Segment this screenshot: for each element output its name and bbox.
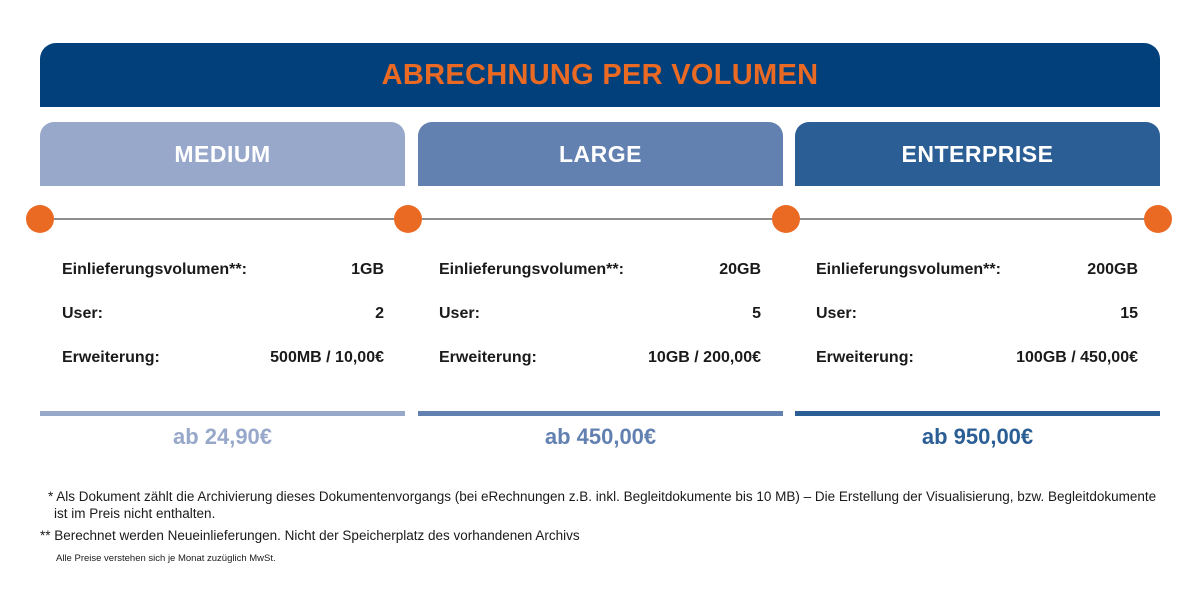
detail-value: 100GB / 450,00€ xyxy=(1016,349,1138,366)
detail-label: Erweiterung: xyxy=(62,349,160,366)
timeline-line xyxy=(40,218,1160,220)
price-divider-medium xyxy=(40,411,405,416)
detail-label: User: xyxy=(816,305,857,322)
price-divider-large xyxy=(418,411,783,416)
detail-value: 1GB xyxy=(351,261,384,278)
detail-row: User: 15 xyxy=(816,302,1138,346)
detail-value: 200GB xyxy=(1087,261,1138,278)
detail-label: Erweiterung: xyxy=(439,349,537,366)
timeline-dot xyxy=(1144,205,1172,233)
detail-label: Einlieferungsvolumen**: xyxy=(439,261,624,278)
footnote-double-star: ** Berechnet werden Neueinlieferungen. N… xyxy=(40,528,580,543)
detail-value: 2 xyxy=(375,305,384,322)
detail-label: Einlieferungsvolumen**: xyxy=(62,261,247,278)
detail-label: Einlieferungsvolumen**: xyxy=(816,261,1001,278)
detail-row: Erweiterung: 500MB / 10,00€ xyxy=(62,346,384,390)
title-banner: ABRECHNUNG PER VOLUMEN xyxy=(40,43,1160,107)
footnote-vat: Alle Preise verstehen sich je Monat zuzü… xyxy=(56,553,276,564)
detail-row: Einlieferungsvolumen**: 1GB xyxy=(62,258,384,302)
plan-details-medium: Einlieferungsvolumen**: 1GB User: 2 Erwe… xyxy=(62,258,384,390)
price-medium: ab 24,90€ xyxy=(172,424,273,449)
timeline-dot xyxy=(394,205,422,233)
tab-medium: MEDIUM xyxy=(40,122,405,186)
detail-row: User: 5 xyxy=(439,302,761,346)
detail-value: 5 xyxy=(752,305,761,322)
tab-enterprise: ENTERPRISE xyxy=(795,122,1160,186)
price-divider-enterprise xyxy=(795,411,1160,416)
detail-row: User: 2 xyxy=(62,302,384,346)
detail-label: Erweiterung: xyxy=(816,349,914,366)
detail-value: 15 xyxy=(1120,305,1138,322)
detail-row: Erweiterung: 10GB / 200,00€ xyxy=(439,346,761,390)
price-large: ab 450,00€ xyxy=(544,424,657,449)
plan-details-enterprise: Einlieferungsvolumen**: 200GB User: 15 E… xyxy=(816,258,1138,390)
timeline-dot xyxy=(772,205,800,233)
detail-row: Einlieferungsvolumen**: 200GB xyxy=(816,258,1138,302)
page-title: ABRECHNUNG PER VOLUMEN xyxy=(381,58,819,91)
plan-name-medium: MEDIUM xyxy=(174,140,271,167)
detail-row: Einlieferungsvolumen**: 20GB xyxy=(439,258,761,302)
detail-label: User: xyxy=(439,305,480,322)
plan-name-large: LARGE xyxy=(559,140,642,167)
detail-label: User: xyxy=(62,305,103,322)
plan-details-large: Einlieferungsvolumen**: 20GB User: 5 Erw… xyxy=(439,258,761,390)
detail-row: Erweiterung: 100GB / 450,00€ xyxy=(816,346,1138,390)
footnote-single-star: * Als Dokument zählt die Archivierung di… xyxy=(48,489,1157,521)
detail-value: 20GB xyxy=(719,261,761,278)
tab-large: LARGE xyxy=(418,122,783,186)
detail-value: 10GB / 200,00€ xyxy=(648,349,761,366)
timeline-dot xyxy=(26,205,54,233)
detail-value: 500MB / 10,00€ xyxy=(270,349,384,366)
price-enterprise: ab 950,00€ xyxy=(921,424,1034,449)
plan-name-enterprise: ENTERPRISE xyxy=(901,140,1054,167)
